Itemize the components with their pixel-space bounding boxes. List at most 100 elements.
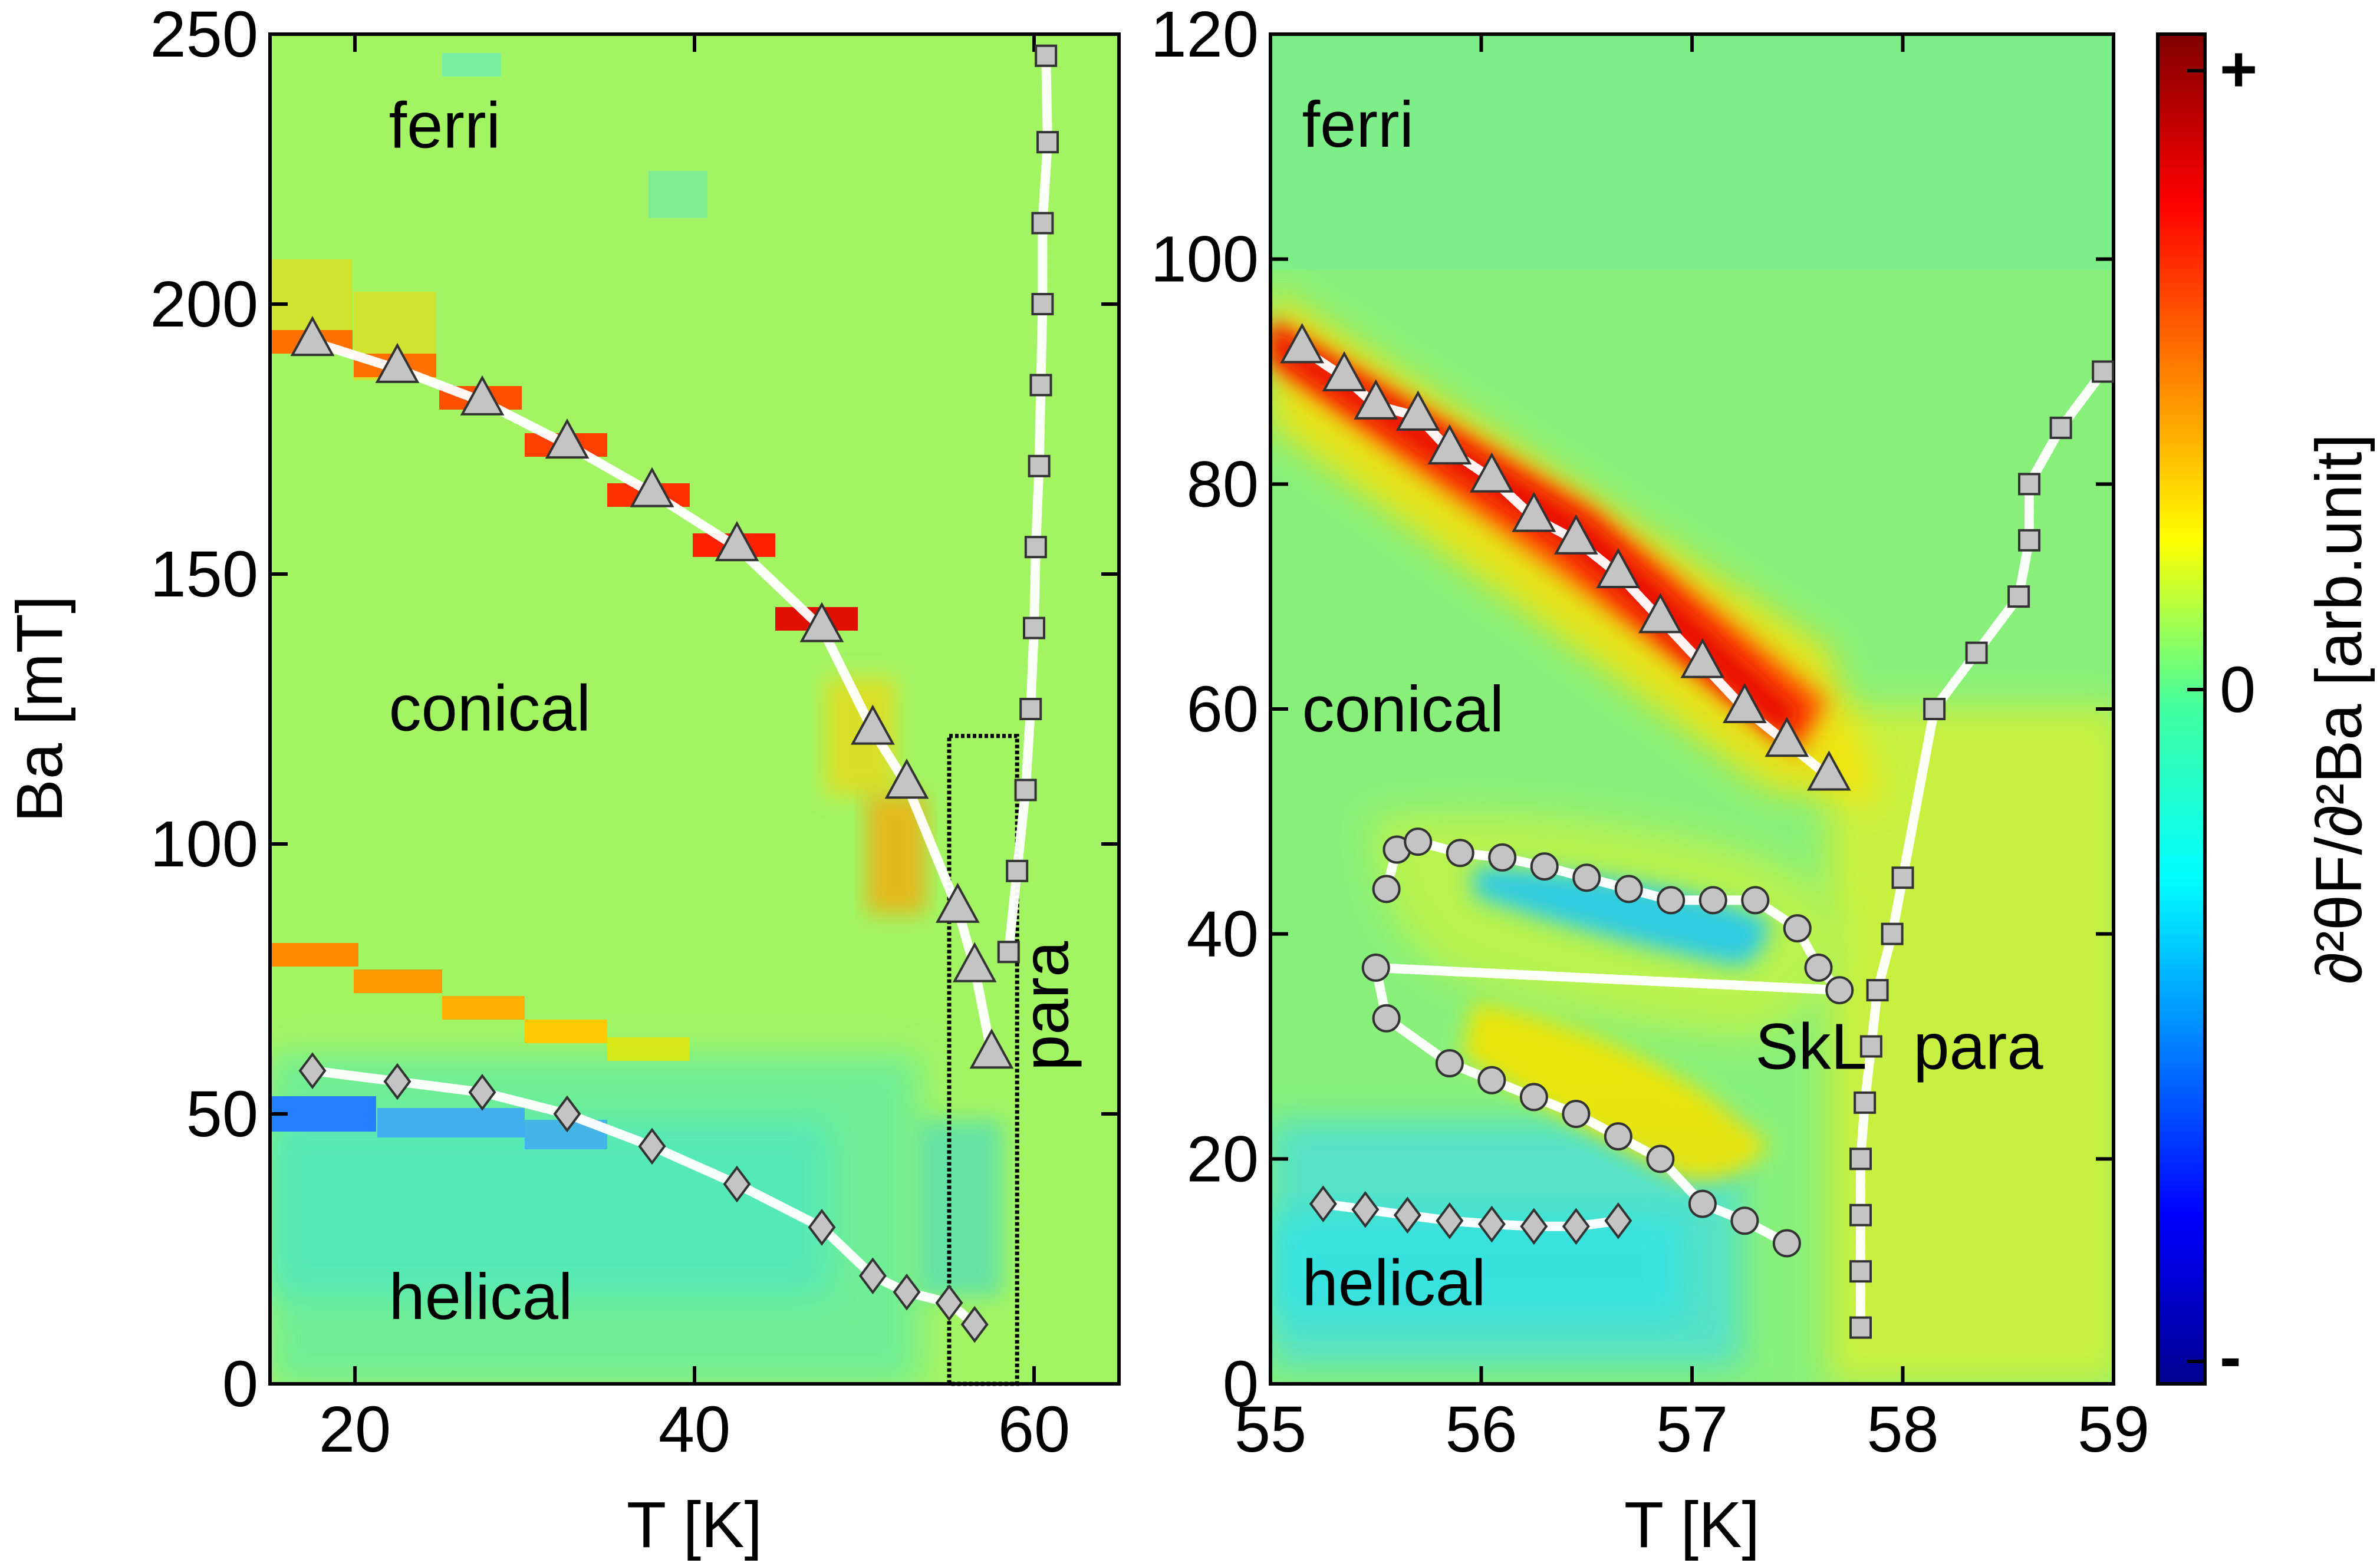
right-diamond-point: [1604, 1202, 1632, 1239]
colorbar: + 0 - ∂²θF/∂²Ba [arb.unit]: [2156, 32, 2375, 1393]
right-circle-point: [1488, 843, 1517, 872]
right-y-tick-label: 100: [1150, 223, 1259, 296]
right-circle-point: [1372, 1004, 1401, 1033]
left-diamond-point: [553, 1095, 581, 1133]
left-y-tick-label: 100: [150, 808, 258, 881]
right-square-point: [1849, 1203, 1872, 1226]
left-axes: 20 40 60 0 50 100 150 200 250: [150, 0, 1119, 1466]
right-diamond-point: [1309, 1185, 1337, 1223]
right-diamond-point: [1393, 1196, 1421, 1234]
right-circle-point: [1804, 953, 1833, 982]
left-diamond-point: [808, 1209, 836, 1246]
right-axes: 55 56 57 58 59 0 20 40 60 80 100 120: [1150, 0, 2149, 1466]
right-diamond-point: [1436, 1202, 1464, 1239]
right-y-tick-label: 20: [1187, 1123, 1259, 1195]
right-triangle-point: [1596, 548, 1641, 588]
left-triangle-point: [545, 418, 590, 459]
left-y-axis-label: Ba [mT]: [4, 595, 76, 822]
right-square-point: [1859, 1035, 1882, 1058]
left-square-point: [1031, 212, 1054, 235]
right-diamond-point: [1351, 1191, 1380, 1228]
left-triangle-point: [460, 375, 505, 416]
left-region-label-helical: helical: [389, 1261, 573, 1333]
left-triangle-point: [936, 882, 980, 923]
left-guide-line: [1003, 51, 1052, 957]
left-square-point: [1014, 779, 1037, 802]
colorbar-gradient: [2156, 32, 2207, 1386]
colorbar-zero-label: 0: [2220, 654, 2256, 726]
left-diamond-point: [858, 1257, 887, 1295]
right-square-point: [1849, 1260, 1872, 1283]
right-x-tick-label: 57: [1656, 1393, 1728, 1466]
right-square-point: [2018, 473, 2040, 496]
left-y-tick-label: 200: [150, 268, 258, 341]
left-triangle-point: [630, 467, 674, 507]
right-y-tick-label: 0: [1223, 1348, 1259, 1420]
left-diamond-point: [638, 1127, 666, 1165]
right-square-point: [1849, 1147, 1872, 1170]
right-circle-point: [1562, 1100, 1591, 1128]
left-triangle-point: [952, 942, 997, 982]
right-triangle-point: [1765, 717, 1809, 757]
left-region-label-conical: conical: [389, 672, 591, 745]
right-circle-point: [1825, 976, 1854, 1005]
left-region-label-para: para: [1010, 941, 1082, 1071]
left-y-tick-label: 250: [150, 0, 258, 71]
right-region-label-ferri: ferri: [1302, 88, 1414, 161]
right-circle-point: [1404, 827, 1433, 856]
right-circle-point: [1657, 886, 1686, 915]
colorbar-plus-label: +: [2220, 33, 2257, 105]
left-x-tick-label: 40: [659, 1393, 730, 1466]
left-x-tick-label: 60: [998, 1393, 1070, 1466]
right-region-labels: ferri conical helical SkL para: [1302, 88, 2044, 1320]
right-y-tick-label: 80: [1187, 448, 1259, 520]
left-diamond-point: [723, 1165, 751, 1203]
left-triangle-point: [290, 315, 335, 357]
right-circle-point: [1730, 1206, 1759, 1235]
right-circle-point: [1783, 914, 1812, 943]
right-region-label-conical: conical: [1302, 673, 1504, 746]
right-square-point: [1923, 698, 1946, 720]
right-square-point: [1854, 1091, 1877, 1114]
left-square-point: [1023, 616, 1045, 639]
right-circle-point: [1614, 875, 1643, 903]
left-y-tick-label: 0: [222, 1348, 258, 1420]
right-circle-point: [1772, 1229, 1801, 1258]
inset-zoom-box: [947, 734, 1019, 1386]
left-square-point: [1035, 44, 1058, 67]
left-triangle-point: [884, 759, 929, 799]
right-triangle-point: [1680, 638, 1725, 678]
right-triangle-point: [1553, 514, 1598, 555]
right-circle-point: [1688, 1189, 1717, 1218]
right-circle-point: [1741, 886, 1770, 915]
left-triangle-point: [851, 704, 895, 745]
right-square-point: [1881, 922, 1904, 945]
right-square-point: [1891, 866, 1914, 889]
left-data-series: [290, 44, 1059, 1386]
right-panel: 55 56 57 58 59 0 20 40 60 80 100 120 ferri conical he…: [1150, 0, 2149, 1561]
right-circle-point: [1519, 1083, 1548, 1112]
right-square-point: [1866, 979, 1889, 1002]
left-square-point: [1024, 536, 1047, 559]
right-circle-point: [1446, 839, 1474, 868]
left-square-point: [997, 941, 1020, 964]
right-circle-point: [1530, 852, 1559, 881]
left-diamond-point: [935, 1284, 963, 1321]
right-y-tick-label: 40: [1187, 898, 1259, 971]
right-data-series: [1280, 323, 2115, 1339]
right-circle-point: [1361, 953, 1390, 982]
right-triangle-point: [1322, 351, 1367, 392]
right-square-point: [1849, 1316, 1872, 1339]
left-panel: 20 40 60 0 50 100 150 200 250 ferri conical helica…: [4, 0, 1121, 1561]
left-region-label-ferri: ferri: [389, 89, 501, 161]
right-circle-point: [1372, 875, 1401, 903]
right-triangle-point: [1354, 379, 1398, 420]
left-diamond-point: [298, 1052, 327, 1090]
colorbar-minus-label: -: [2220, 1321, 2241, 1393]
right-circle-point: [1604, 1122, 1632, 1151]
left-diamond-point: [468, 1074, 496, 1111]
right-y-tick-label: 60: [1187, 673, 1259, 746]
right-circle-point: [1646, 1145, 1675, 1173]
left-x-axis-label: T [K]: [627, 1489, 762, 1561]
right-region-label-skl: SkL: [1755, 1011, 1867, 1083]
